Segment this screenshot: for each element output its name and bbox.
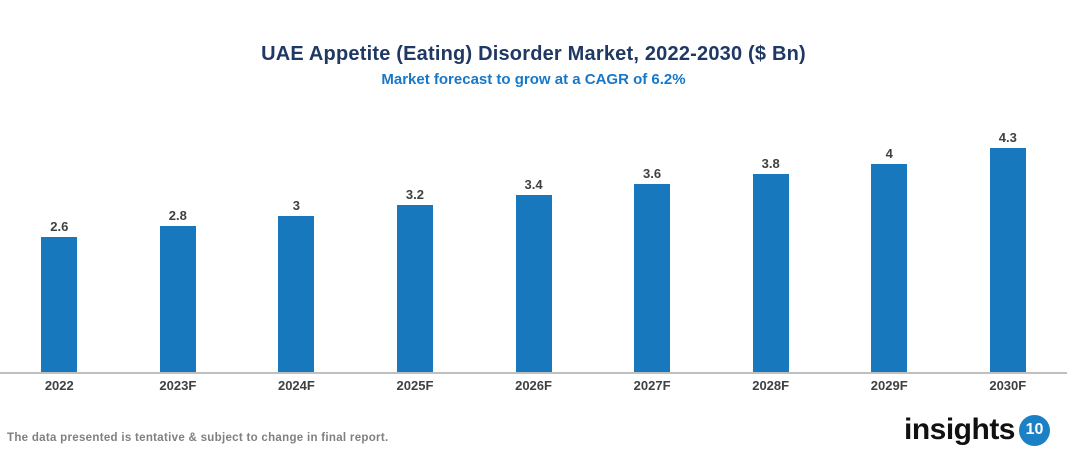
x-axis-tick-label: 2028F: [752, 378, 790, 393]
bar-value-label: 3.8: [761, 156, 780, 172]
chart-title: UAE Appetite (Eating) Disorder Market, 2…: [261, 43, 806, 65]
bar-group: 3.6: [593, 166, 712, 372]
bar-value-label: 4.3: [998, 130, 1017, 145]
bar: [989, 148, 1026, 372]
x-axis-tick-label: 2025F: [396, 378, 434, 393]
bar: [752, 174, 789, 372]
x-axis-labels: 2022 2023F 2024F 2025F 2026F 2027F 2028F 2029F 2…: [0, 378, 1067, 393]
logo-number: 10: [1025, 421, 1044, 438]
bar: [634, 184, 671, 372]
footer-disclaimer: The data presented is tentative & subjec…: [7, 432, 389, 444]
bar-value-label: 2.6: [50, 218, 69, 234]
x-axis-tick-label: 2024F: [277, 378, 315, 393]
bar-value-label: 2.8: [168, 208, 187, 224]
bar-value-label: 3: [292, 197, 301, 213]
x-axis-tick-label: 2022: [44, 378, 74, 393]
bar: [278, 215, 315, 372]
logo-circle-icon: 10: [1019, 414, 1050, 446]
bar-group: 3: [237, 198, 356, 372]
bar-group: 4.3: [949, 130, 1067, 372]
bar-chart: 2.6 2.8 3 3.2 3.4 3.6 3.8 4 4.3 2022 2023F 2024F 20…: [0, 113, 1067, 393]
logo-wordmark: insights: [903, 413, 1016, 446]
x-axis-tick-label: 2029F: [870, 378, 908, 393]
x-axis-tick-label: 2030F: [989, 378, 1027, 393]
chart-subtitle: Market forecast to grow at a CAGR of 6.2…: [381, 71, 686, 88]
bar-value-label: 3.2: [405, 187, 424, 203]
bar: [396, 205, 433, 372]
bar: [41, 236, 78, 372]
bar: [515, 194, 552, 372]
x-axis-tick-label: 2026F: [515, 378, 552, 393]
x-axis-tick-label: 2027F: [633, 378, 671, 393]
bar-value-label: 4: [885, 145, 893, 161]
bar-group: 2.6: [0, 219, 119, 372]
bar-value-label: 3.6: [643, 166, 662, 182]
x-axis-tick-label: 2023F: [159, 378, 197, 393]
bar-group: 3.2: [356, 187, 475, 372]
bar: [159, 226, 196, 372]
bar-value-label: 3.4: [524, 176, 543, 192]
plot-area: 2.6 2.8 3 3.2 3.4 3.6 3.8 4 4.3: [0, 113, 1067, 374]
bar-group: 3.4: [474, 177, 593, 372]
bar-group: 2.8: [119, 208, 238, 372]
insights10-logo: insights 10: [904, 414, 1050, 446]
bar: [871, 163, 908, 372]
bar-group: 4: [830, 146, 949, 372]
bar-group: 3.8: [711, 156, 830, 372]
